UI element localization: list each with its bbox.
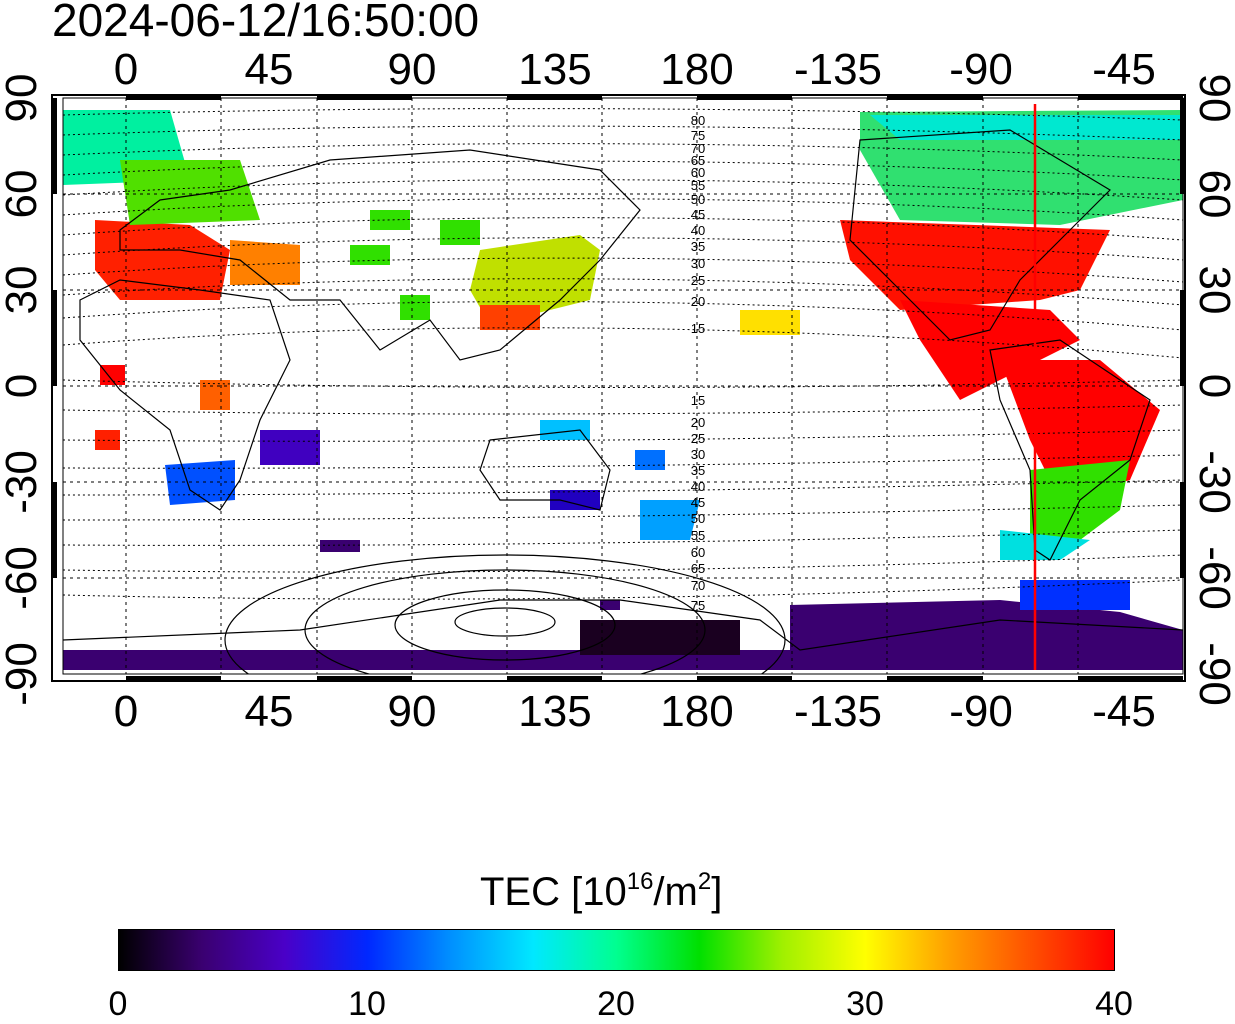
contour-label: 35 xyxy=(691,463,705,478)
y-tick-right-4: -30 xyxy=(1190,450,1235,514)
colorbar-title-suffix: ] xyxy=(711,870,723,914)
x-tick-bottom-2: 90 xyxy=(388,687,437,736)
x-tick-bottom-6: -90 xyxy=(949,687,1013,736)
contour-label: 15 xyxy=(691,393,705,408)
contour-label: 75 xyxy=(691,128,705,143)
contour-label: 20 xyxy=(691,415,705,430)
magnetic-pole-contours xyxy=(224,554,786,674)
y-tick-right-5: -60 xyxy=(1190,546,1235,610)
contour-label: 55 xyxy=(691,528,705,543)
y-tick-right-3: 0 xyxy=(1190,374,1235,398)
x-tick-top-6: -90 xyxy=(949,45,1013,94)
contour-label: 60 xyxy=(691,545,705,560)
x-tick-top-4: 180 xyxy=(660,45,733,94)
contour-label: 50 xyxy=(691,192,705,207)
magnetic-contours xyxy=(63,108,1183,600)
contour-label: 30 xyxy=(691,256,705,271)
contour-label: 65 xyxy=(691,561,705,576)
contour-label: 50 xyxy=(691,511,705,526)
contour-label: 15 xyxy=(691,321,705,336)
x-tick-labels-bottom: 0 45 90 135 180 -135 -90 -45 xyxy=(114,687,1156,736)
contour-label: 55 xyxy=(691,178,705,193)
contour-label: 45 xyxy=(691,495,705,510)
graticule xyxy=(63,98,1183,674)
colorbar-title-prefix: TEC [10 xyxy=(480,870,627,914)
contour-label: 60 xyxy=(691,165,705,180)
x-tick-bottom-7: -45 xyxy=(1092,687,1156,736)
y-tick-left-2: 30 xyxy=(0,266,46,315)
x-tick-top-7: -45 xyxy=(1092,45,1156,94)
contour-label: 65 xyxy=(691,153,705,168)
coastlines xyxy=(63,129,1183,651)
contour-label: 70 xyxy=(691,578,705,593)
x-tick-bottom-4: 180 xyxy=(660,687,733,736)
contour-label: 45 xyxy=(691,207,705,222)
x-tick-top-1: 45 xyxy=(245,45,294,94)
x-tick-top-5: -135 xyxy=(794,45,882,94)
contour-label: 75 xyxy=(691,598,705,613)
contour-label: 20 xyxy=(691,294,705,309)
y-tick-right-2: 30 xyxy=(1190,266,1235,315)
x-tick-bottom-3: 135 xyxy=(518,687,591,736)
colorbar-tick-2: 20 xyxy=(597,985,635,1023)
colorbar-title: TEC [1016/m2] xyxy=(480,868,722,915)
contour-label: 35 xyxy=(691,239,705,254)
x-tick-bottom-1: 45 xyxy=(245,687,294,736)
x-tick-top-3: 135 xyxy=(518,45,591,94)
x-tick-labels-top: 0 45 90 135 180 -135 -90 -45 xyxy=(114,45,1156,94)
colorbar-tick-0: 0 xyxy=(108,985,128,1023)
plot-frame xyxy=(51,94,1186,682)
y-tick-left-4: -30 xyxy=(0,450,46,514)
x-tick-bottom-0: 0 xyxy=(114,687,138,736)
y-tick-right-1: 60 xyxy=(1190,170,1235,219)
colorbar-title-exp: 16 xyxy=(626,868,654,895)
colorbar-tick-1: 10 xyxy=(348,985,386,1023)
y-tick-left-6: -90 xyxy=(0,642,46,706)
contour-label: 25 xyxy=(691,273,705,288)
contour-label: 25 xyxy=(691,431,705,446)
timestamp-title: 2024-06-12/16:50:00 xyxy=(52,0,480,46)
contour-label: 30 xyxy=(691,447,705,462)
y-tick-right-6: -90 xyxy=(1190,642,1235,706)
y-tick-right-0: 90 xyxy=(1190,74,1235,123)
x-tick-top-0: 0 xyxy=(114,45,138,94)
contour-label: 40 xyxy=(691,479,705,494)
colorbar-tick-4: 40 xyxy=(1095,985,1133,1023)
colorbar-title-exp2: 2 xyxy=(697,868,712,895)
contour-labels-south: 15 20 25 30 35 40 45 50 55 60 65 70 75 xyxy=(691,393,705,613)
contour-label: 80 xyxy=(691,113,705,128)
colorbar-tick-3: 30 xyxy=(846,985,884,1023)
y-tick-labels-right: 90 60 30 0 -30 -60 -90 xyxy=(1190,74,1235,706)
y-tick-left-5: -60 xyxy=(0,546,46,610)
x-tick-top-2: 90 xyxy=(388,45,437,94)
colorbar-title-mid: /m xyxy=(653,870,698,914)
y-tick-left-3: 0 xyxy=(0,374,46,398)
y-tick-left-1: 60 xyxy=(0,170,46,219)
tec-map: 0 45 90 135 180 -135 -90 -45 0 45 90 135… xyxy=(0,45,1235,736)
y-tick-left-0: 90 xyxy=(0,74,46,123)
contour-label: 40 xyxy=(691,223,705,238)
contour-label: 70 xyxy=(691,141,705,156)
y-tick-labels-left: 90 60 30 0 -30 -60 -90 xyxy=(0,74,46,706)
tec-colorbar xyxy=(118,929,1115,971)
x-tick-bottom-5: -135 xyxy=(794,687,882,736)
axis-bars xyxy=(52,95,1185,681)
contour-labels-north: 80 75 70 65 60 55 50 45 40 35 30 25 20 1… xyxy=(691,113,705,336)
